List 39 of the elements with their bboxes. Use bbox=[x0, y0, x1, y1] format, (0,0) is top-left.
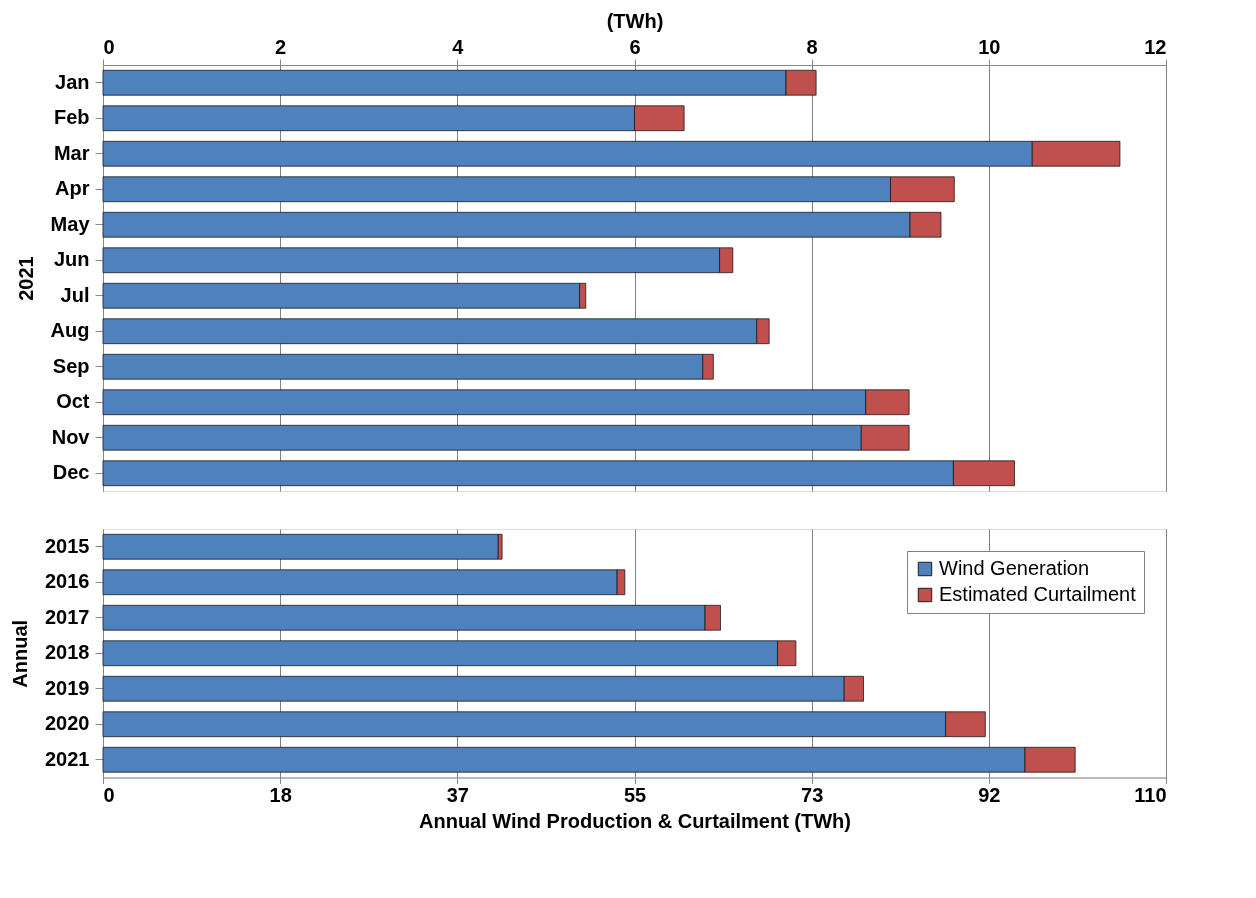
y-tick-label: 2019 bbox=[45, 676, 90, 699]
x2-tick-label: 4 bbox=[452, 35, 465, 58]
x-tick-label: 0 bbox=[103, 784, 115, 806]
x2-tick-label: 12 bbox=[1144, 35, 1167, 58]
x-tick-label: 37 bbox=[446, 784, 469, 806]
y-tick-label: 2018 bbox=[45, 641, 90, 664]
x-tick-label: 92 bbox=[978, 784, 1001, 806]
y-tick-label: Jun bbox=[53, 248, 90, 271]
y-tick-label: May bbox=[50, 212, 91, 235]
y-tick-label: Nov bbox=[51, 425, 91, 448]
y-tick-label: 2021 bbox=[45, 747, 90, 770]
y-axis-title: Annual bbox=[9, 619, 32, 688]
x2-tick-label: 0 bbox=[103, 35, 115, 58]
x-axis-title: Annual Wind Production & Curtailment (TWh) bbox=[419, 810, 851, 832]
x2-tick-label: 10 bbox=[978, 35, 1001, 58]
x2-axis-title: (TWh) bbox=[606, 9, 664, 32]
y-tick-label: Jul bbox=[60, 283, 90, 306]
x-tick-label: 55 bbox=[623, 784, 647, 806]
y-tick-label: Feb bbox=[53, 106, 90, 129]
x-tick-label: 110 bbox=[1134, 784, 1167, 806]
y-axis-title: 2021 bbox=[14, 256, 37, 301]
legend-label: Estimated Curtailment bbox=[939, 583, 1137, 605]
y-tick-label: Aug bbox=[50, 319, 90, 342]
x-tick-label: 73 bbox=[801, 784, 824, 806]
y-tick-label: 2015 bbox=[45, 534, 90, 557]
x2-tick-label: 6 bbox=[629, 35, 641, 58]
y-tick-label: 2020 bbox=[45, 712, 90, 735]
y-tick-label: Apr bbox=[55, 177, 90, 200]
y-tick-label: Oct bbox=[56, 390, 90, 413]
y-tick-label: Dec bbox=[52, 461, 90, 484]
y-tick-label: Mar bbox=[53, 141, 90, 164]
y-tick-label: Sep bbox=[52, 354, 90, 377]
y-tick-label: 2017 bbox=[45, 605, 90, 628]
y-tick-label: 2016 bbox=[45, 570, 90, 593]
y-tick-label: Jan bbox=[55, 70, 90, 93]
legend-label: Wind Generation bbox=[939, 557, 1090, 579]
x-tick-label: 18 bbox=[269, 784, 292, 806]
x2-tick-label: 2 bbox=[275, 35, 287, 58]
x2-tick-label: 8 bbox=[806, 35, 818, 58]
